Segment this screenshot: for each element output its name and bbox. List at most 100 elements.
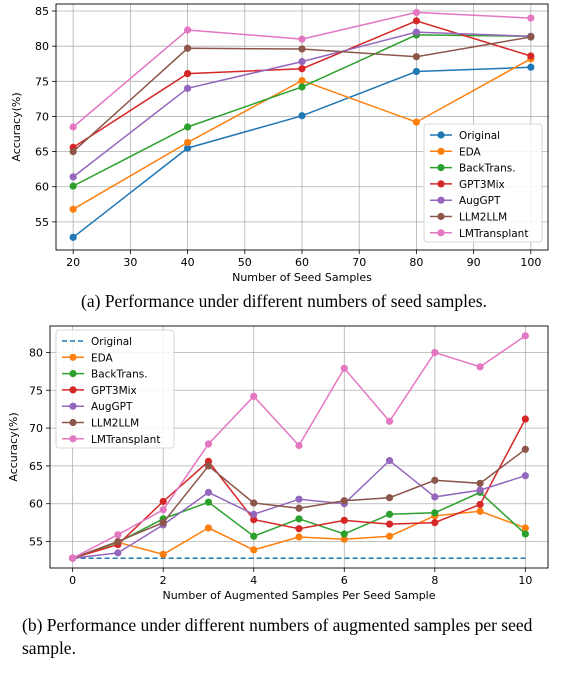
chart-b-data-point <box>204 498 213 506</box>
chart-b-data-point <box>250 532 258 540</box>
chart-a-data-point <box>298 77 306 85</box>
chart-a-data-point <box>183 144 192 152</box>
chart-b-legend-marker <box>69 402 77 410</box>
chart-a-data-point <box>183 138 192 147</box>
chart-b-data-point <box>476 500 484 509</box>
chart-b-legend-box <box>55 329 175 449</box>
chart-a-legend-label: LLM2LLM <box>459 212 507 224</box>
chart-b-data-point <box>476 363 484 371</box>
chart-b-legend-label: BackTrans. <box>91 369 148 381</box>
chart-a-legend-marker <box>437 131 445 139</box>
chart-a-data-point <box>412 67 421 76</box>
chart-a-data-point <box>183 123 192 131</box>
chart-b-data-point <box>521 472 529 480</box>
chart-b-ytick-label: 75 <box>29 384 43 397</box>
chart-b: 0 2 4 6 8 10 55 60 65 70 75 80 Number of Augmented S… <box>7 325 549 602</box>
chart-b-data-point <box>159 519 167 527</box>
chart-b-data-point <box>431 519 439 527</box>
chart-b-xtick-label: 2 <box>160 574 167 587</box>
chart-b-xtick-label: 0 <box>69 574 76 587</box>
chart-a-data-point <box>412 118 421 126</box>
chart-b-data-point <box>340 497 348 505</box>
chart-a-data-point <box>183 84 192 92</box>
chart-a-legend-marker <box>437 164 445 172</box>
chart-b-data-point <box>521 445 529 453</box>
chart-a-data-point <box>69 148 77 156</box>
chart-a-legend-marker <box>437 196 445 204</box>
chart-b-data-point <box>295 525 303 533</box>
chart-a-data-point <box>69 182 77 190</box>
chart-b-data-point <box>521 332 529 340</box>
chart-b-data-point <box>114 537 122 546</box>
chart-a-legend-marker <box>437 212 445 221</box>
chart-b-data-point <box>476 486 484 494</box>
chart-a-data-point <box>298 65 306 73</box>
chart-a-data-point <box>412 8 421 17</box>
chart-a-xtick-label: 90 <box>467 256 481 269</box>
chart-a-data-point <box>69 123 77 131</box>
chart-a-xtick-label: 20 <box>66 256 80 269</box>
chart-a-legend-label: LMTransplant <box>459 228 528 240</box>
chart-a-legend: Original EDA BackTrans. GPT3Mix AugGPT LLM2LL… <box>423 123 543 243</box>
chart-b-legend-marker <box>69 435 77 443</box>
chart-b-ytick-label: 55 <box>29 536 43 549</box>
chart-a-data-point <box>69 205 77 213</box>
chart-b-data-point <box>250 499 258 507</box>
chart-b-legend-marker <box>69 418 77 427</box>
chart-b-data-point <box>431 476 439 484</box>
chart-b-data-point <box>431 509 439 517</box>
chart-b-legend-marker <box>69 370 77 378</box>
chart-a-data-point <box>298 45 306 53</box>
chart-b-data-point <box>204 488 213 496</box>
chart-b-data-point <box>521 530 529 538</box>
chart-a: 20 30 40 50 60 70 80 90 100 55 60 65 70 75 80 85 Number … <box>10 3 549 284</box>
chart-a-legend-label: BackTrans. <box>459 163 516 175</box>
chart-a-ytick-label: 55 <box>35 216 49 229</box>
chart-a-ytick-label: 85 <box>35 5 49 18</box>
chart-b-data-point <box>204 462 213 470</box>
chart-a-legend-marker <box>437 180 445 188</box>
chart-b-legend-label: GPT3Mix <box>91 385 137 397</box>
chart-b-legend-marker <box>69 386 77 394</box>
chart-a-legend-label: AugGPT <box>459 195 501 207</box>
chart-b-data-point <box>114 531 122 539</box>
chart-b-ytick-label: 65 <box>29 460 43 473</box>
chart-a-legend-label: EDA <box>459 146 482 158</box>
chart-b-xtick-label: 10 <box>518 574 532 587</box>
chart-b-data-point <box>385 520 394 528</box>
chart-a-xtick-label: 40 <box>181 256 195 269</box>
chart-a-xtick-label: 80 <box>409 256 423 269</box>
chart-b-legend-label: AugGPT <box>91 401 133 413</box>
chart-b-legend-label: LMTransplant <box>91 434 160 446</box>
chart-b-data-point <box>250 546 258 554</box>
chart-b-data-point <box>204 440 213 448</box>
chart-b-data-point <box>431 493 439 501</box>
caption-a: (a) Performance under different numbers … <box>81 291 487 311</box>
chart-a-xlabel: Number of Seed Samples <box>232 271 372 284</box>
chart-a-data-point <box>527 63 535 71</box>
chart-a-data-point <box>298 35 306 43</box>
chart-a-data-point <box>183 44 192 52</box>
chart-b-data-point <box>295 515 303 523</box>
chart-b-legend-label: EDA <box>91 352 114 364</box>
chart-a-ytick-label: 75 <box>35 75 49 88</box>
chart-a-xtick-label: 70 <box>352 256 366 269</box>
chart-a-data-point <box>412 28 421 36</box>
chart-b-data-point <box>476 479 484 487</box>
chart-a-data-point <box>412 17 421 25</box>
chart-a-data-point <box>183 69 192 78</box>
chart-a-data-point <box>412 53 421 61</box>
chart-a-legend-marker <box>437 229 445 237</box>
chart-b-xtick-label: 4 <box>250 574 257 587</box>
chart-b-data-point <box>159 550 167 558</box>
chart-a-xtick-label: 30 <box>123 256 137 269</box>
chart-b-data-point <box>159 506 167 514</box>
chart-b-data-point <box>385 457 394 465</box>
chart-b-data-point <box>69 554 77 562</box>
chart-b-data-point <box>114 549 122 557</box>
chart-a-xtick-label: 60 <box>295 256 309 269</box>
chart-b-data-point <box>340 535 348 543</box>
chart-b-data-point <box>340 530 348 538</box>
chart-a-data-point <box>298 58 306 66</box>
chart-b-data-point <box>295 504 303 512</box>
